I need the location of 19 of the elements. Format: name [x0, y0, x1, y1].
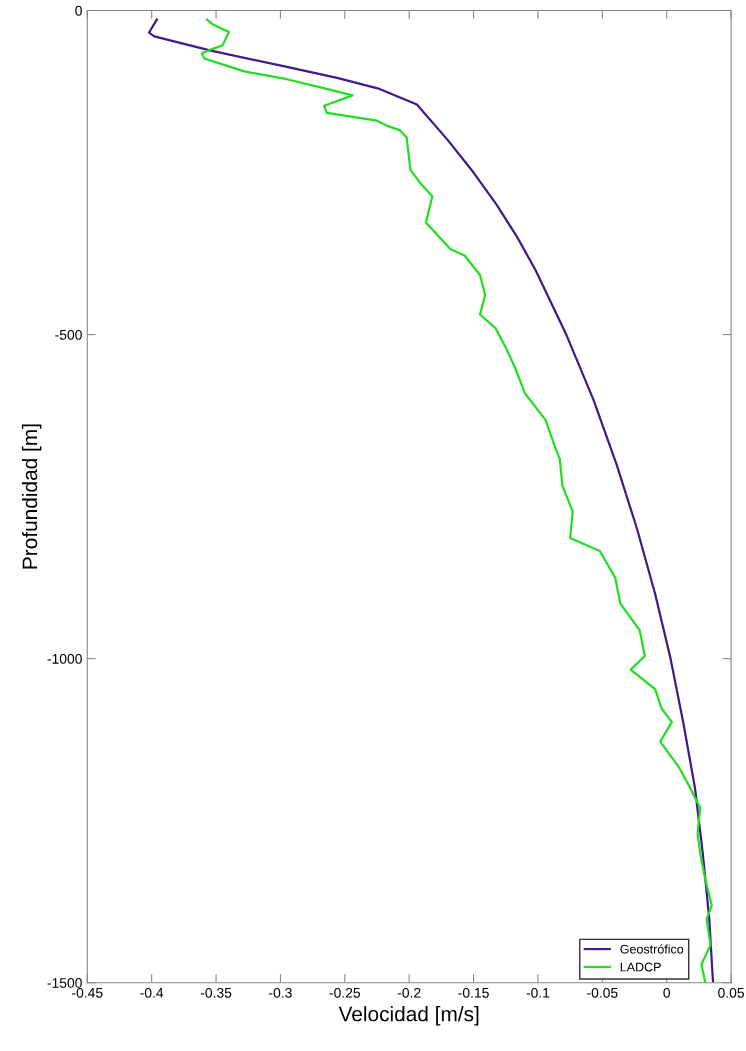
x-tick-label: 0	[663, 987, 671, 998]
x-tick-label: -0.15	[458, 987, 489, 998]
x-tick-label: -0.35	[200, 987, 232, 998]
x-tick-label: -0.1	[526, 987, 550, 998]
y-tick-label: 0	[75, 5, 82, 16]
y-axis-title: Profundidad [m]	[21, 424, 42, 569]
x-axis-title: Velocidad [m/s]	[338, 1006, 479, 1026]
x-tick-label: -0.4	[140, 987, 164, 998]
y-tick-label: -1500	[47, 978, 82, 988]
legend-label: LADCP	[620, 962, 661, 972]
y-tick-label: -1000	[47, 653, 82, 664]
x-tick-label: -0.25	[329, 987, 361, 998]
x-tick-label: -0.05	[587, 987, 618, 998]
y-tick-label: -500	[55, 329, 82, 340]
x-tick-label: -0.3	[269, 987, 292, 998]
x-tick-label: 0.05	[718, 987, 745, 998]
legend-label: Geostrófico	[620, 944, 684, 954]
x-tick-label: -0.45	[72, 987, 103, 998]
x-tick-label: -0.2	[397, 987, 421, 998]
